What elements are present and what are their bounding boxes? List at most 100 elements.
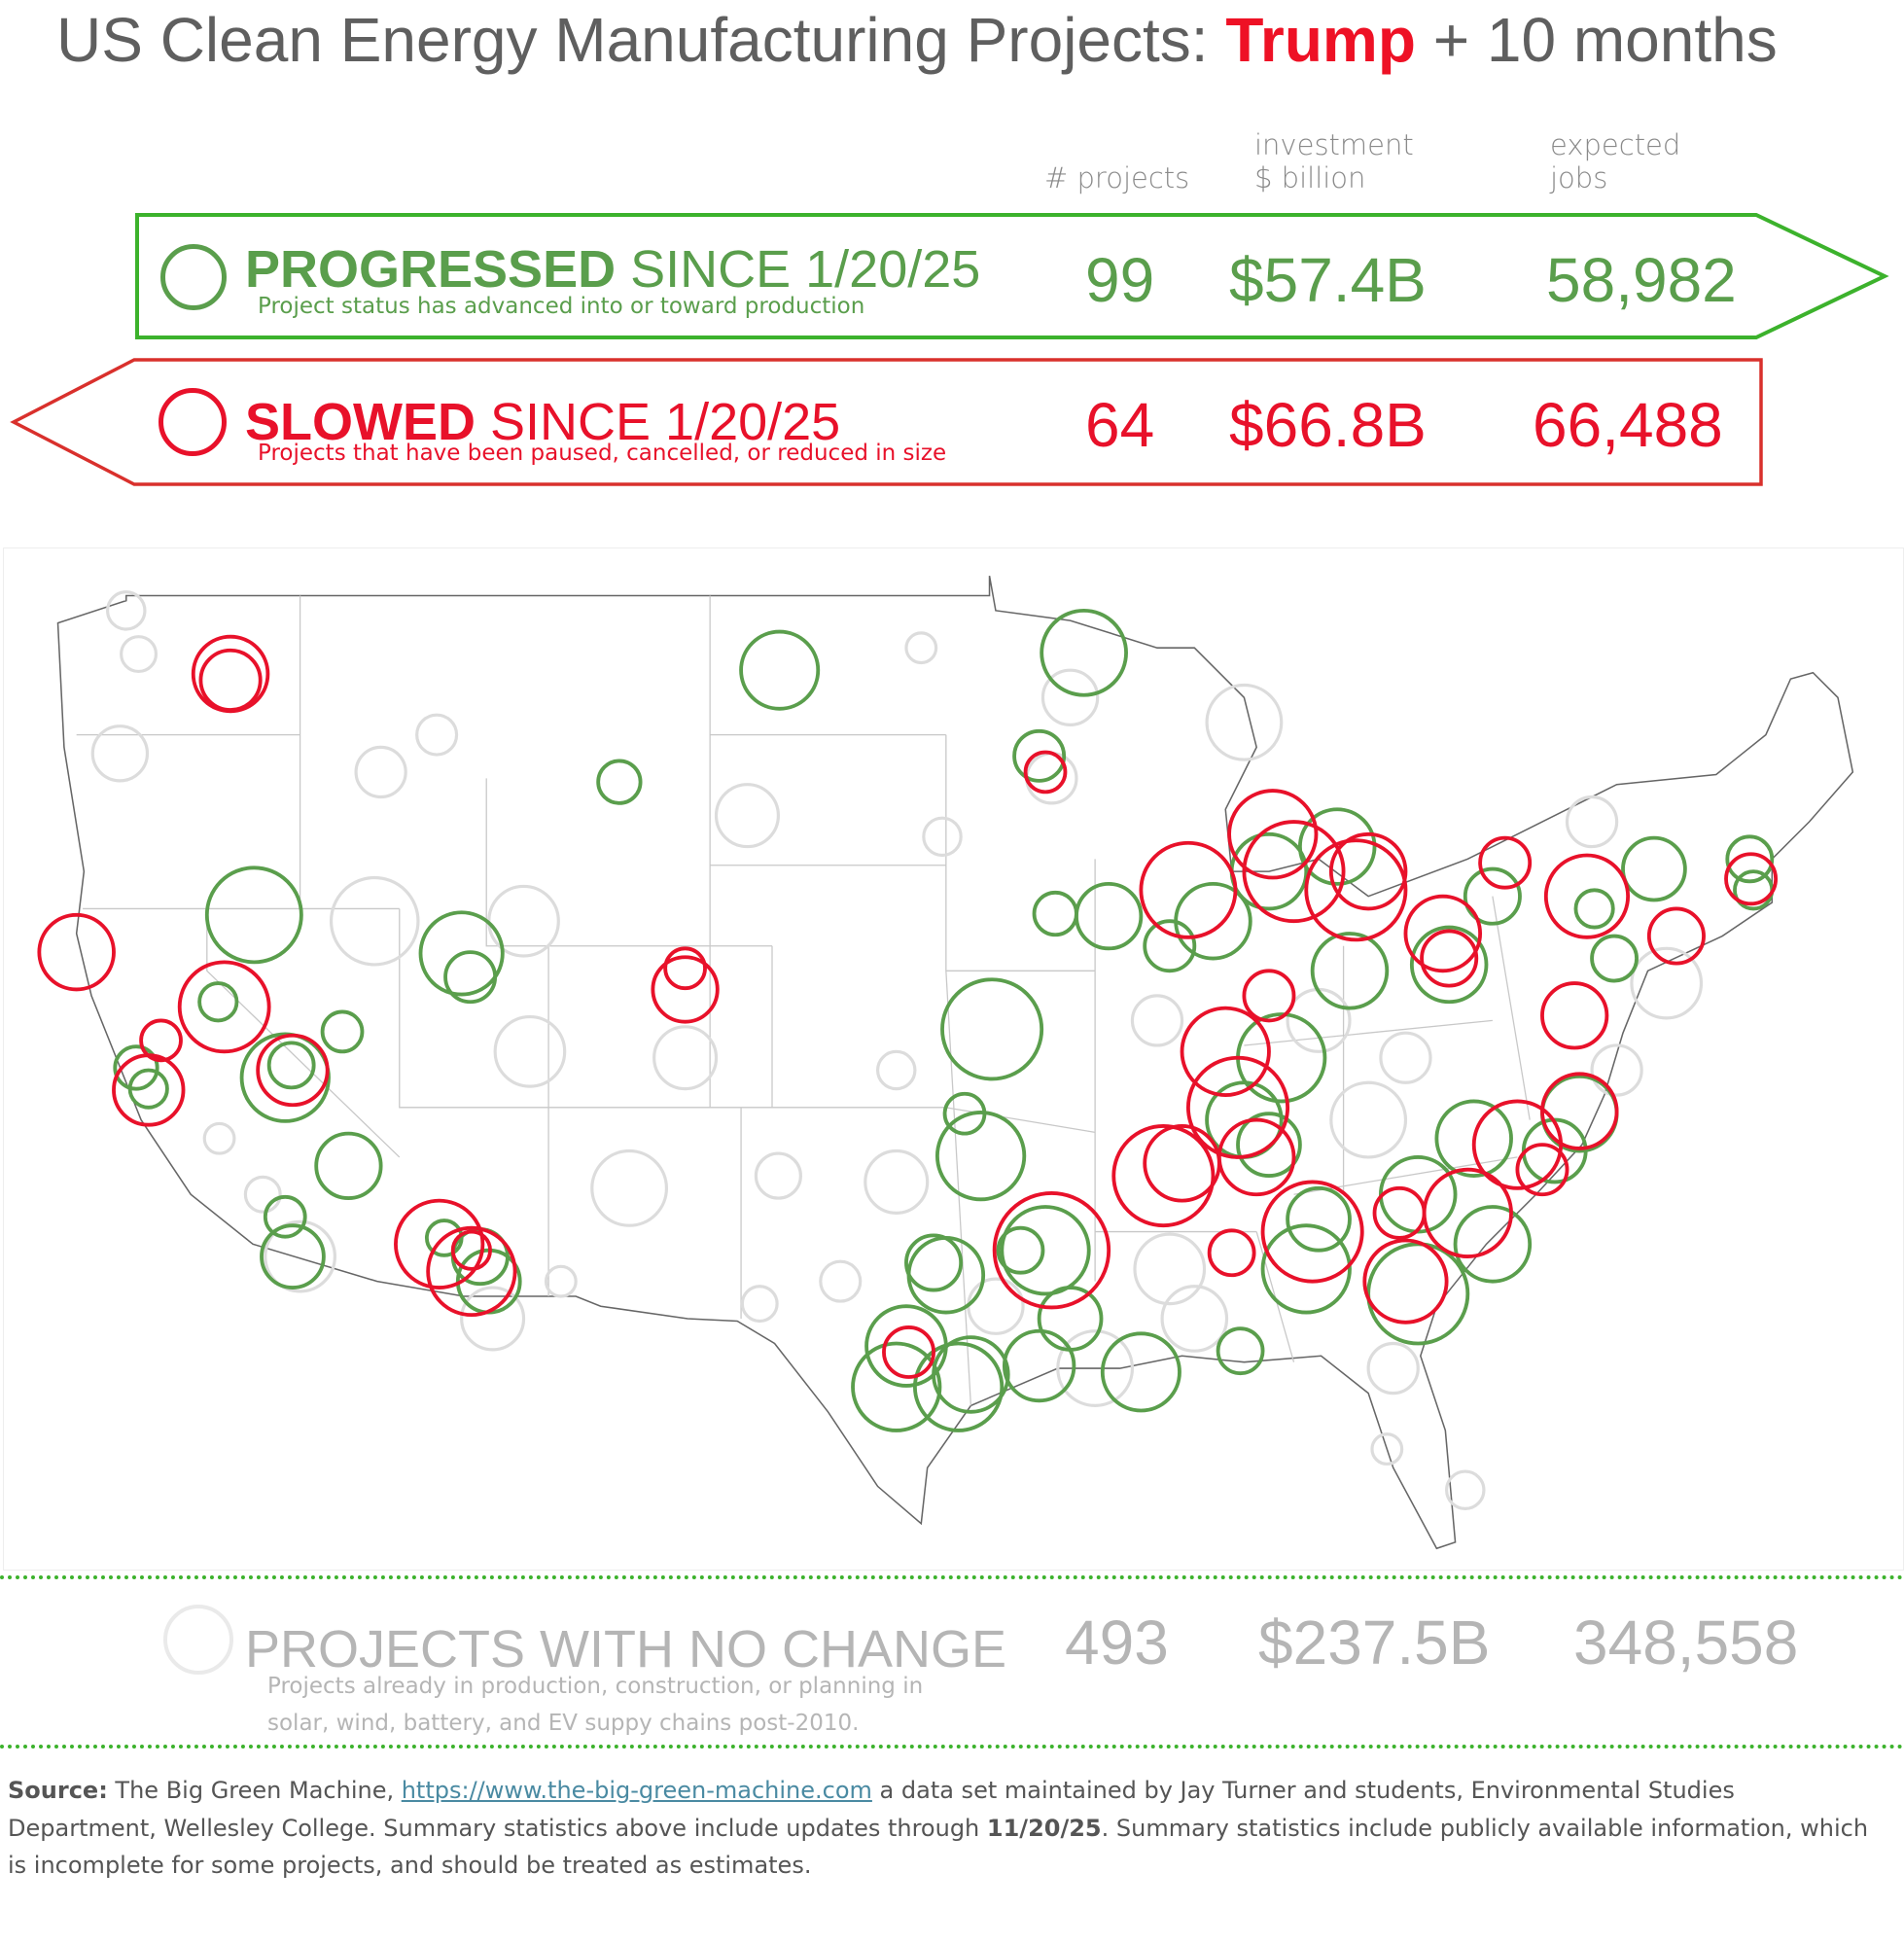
progressed-project-marker — [197, 981, 239, 1023]
progressed-investment: $57.4B — [1229, 245, 1427, 315]
progressed-project-marker — [127, 1068, 169, 1110]
slowed-project-marker — [1328, 831, 1408, 911]
unchanged-project-marker — [106, 590, 147, 631]
unchanged-project-marker — [904, 631, 938, 665]
progressed-project-marker — [1463, 866, 1522, 926]
progressed-project-marker — [1000, 1205, 1091, 1296]
progressed-project-marker — [904, 1233, 964, 1292]
progressed-project-marker — [239, 1032, 331, 1123]
progressed-project-marker — [320, 1009, 365, 1054]
slowed-project-marker — [663, 946, 707, 991]
unchanged-project-marker — [90, 724, 150, 783]
progressed-project-marker — [1434, 1099, 1513, 1178]
progressed-label: PROGRESSED SINCE 1/20/25 — [245, 239, 980, 300]
slowed-project-marker — [1227, 789, 1319, 880]
slowed-label-rest: SINCE 1/20/25 — [476, 393, 841, 451]
progressed-project-marker — [1409, 925, 1489, 1005]
column-header-investment: investment $ billion — [1254, 128, 1414, 194]
title-prefix: US Clean Energy Manufacturing Projects: — [56, 5, 1226, 75]
slowed-project-marker — [1143, 1124, 1221, 1203]
column-header-jobs: expected jobs — [1550, 128, 1680, 194]
unchanged-project-marker — [1160, 1285, 1229, 1353]
progressed-project-marker — [1100, 1331, 1181, 1413]
column-header-jobs-line1: expected — [1550, 128, 1681, 161]
progressed-project-marker — [1590, 934, 1639, 983]
unchanged-project-marker — [202, 1121, 236, 1155]
slowed-project-marker — [112, 1053, 186, 1127]
slowed-project-marker — [394, 1198, 485, 1289]
slowed-project-marker — [139, 1018, 183, 1063]
slowed-project-marker — [1304, 838, 1408, 942]
source-text-2: a data set maintained by Jay Turner and … — [8, 1777, 1735, 1842]
progressed-label-rest: SINCE 1/20/25 — [616, 240, 981, 299]
unchanged-project-marker — [460, 1286, 526, 1352]
no-change-circle-icon — [163, 1605, 233, 1675]
source-label: Source: — [8, 1777, 108, 1804]
slowed-project-marker — [256, 1033, 330, 1108]
slowed-investment: $66.8B — [1229, 390, 1427, 460]
slowed-project-marker — [1478, 835, 1533, 890]
progressed-label-bold: PROGRESSED — [245, 240, 617, 299]
progressed-project-marker — [1002, 1328, 1076, 1403]
progressed-project-marker — [851, 1341, 942, 1432]
divider-top — [0, 1575, 1904, 1579]
slowed-project-marker — [992, 1191, 1111, 1310]
progressed-project-marker — [1453, 1205, 1533, 1284]
progressed-project-marker — [996, 1225, 1045, 1275]
project-circles — [37, 590, 1779, 1511]
unchanged-project-marker — [354, 745, 407, 799]
unchanged-project-marker — [120, 635, 159, 674]
unchanged-project-marker — [652, 1025, 719, 1091]
no-change-jobs: 348,558 — [1573, 1607, 1799, 1678]
progressed-project-marker — [1216, 1326, 1265, 1376]
slowed-project-marker — [1139, 840, 1238, 939]
unchanged-project-marker — [264, 1219, 336, 1293]
source-text-1: The Big Green Machine, — [107, 1777, 402, 1804]
progressed-project-marker — [596, 759, 643, 805]
progressed-project-marker — [1725, 834, 1775, 884]
title-highlight: Trump — [1225, 5, 1416, 75]
progressed-project-marker — [940, 977, 1044, 1081]
unchanged-project-marker — [1630, 946, 1704, 1020]
slowed-project-marker — [450, 1229, 492, 1271]
unchanged-project-marker — [329, 875, 420, 967]
unchanged-project-marker — [544, 1264, 578, 1298]
progressed-project-marker — [1573, 888, 1615, 930]
progressed-project-marker — [1143, 919, 1197, 973]
slowed-project-marker — [1180, 1006, 1271, 1097]
progressed-project-marker — [443, 950, 498, 1005]
unchanged-project-marker — [1366, 1341, 1420, 1395]
progressed-project-marker — [934, 1111, 1027, 1202]
progressed-circle-icon — [160, 244, 227, 310]
progressed-projects: 99 — [1085, 245, 1155, 315]
slowed-project-marker — [426, 1225, 517, 1318]
progressed-project-marker — [266, 1041, 316, 1090]
progressed-project-marker — [1621, 835, 1687, 902]
unchanged-project-marker — [493, 1014, 567, 1088]
progressed-arrow-shape — [135, 213, 1889, 339]
slowed-project-marker — [1242, 969, 1296, 1023]
progressed-project-marker — [204, 866, 303, 965]
slowed-project-marker — [1260, 1180, 1364, 1284]
slowed-label: SLOWED SINCE 1/20/25 — [245, 392, 840, 452]
unchanged-project-marker — [875, 1049, 917, 1091]
progressed-project-marker — [906, 1236, 986, 1315]
unchanged-project-marker — [1056, 1329, 1135, 1407]
page-title: US Clean Energy Manufacturing Projects: … — [56, 4, 1778, 76]
column-header-investment-line1: investment — [1254, 128, 1414, 161]
unchanged-project-marker — [1370, 1432, 1404, 1466]
progressed-project-marker — [418, 910, 505, 997]
title-suffix: + 10 months — [1415, 5, 1778, 75]
divider-bottom — [0, 1745, 1904, 1749]
unchanged-project-marker — [754, 1151, 802, 1200]
no-change-subtitle: Projects already in production, construc… — [267, 1668, 923, 1742]
slowed-project-marker — [198, 648, 263, 712]
source-link[interactable]: https://www.the-big-green-machine.com — [401, 1777, 872, 1804]
slowed-project-marker — [1186, 1055, 1290, 1159]
slowed-project-marker — [1540, 981, 1609, 1050]
unchanged-project-marker — [740, 1285, 779, 1324]
progressed-project-marker — [1236, 1112, 1302, 1178]
slowed-project-marker — [651, 955, 720, 1024]
unchanged-project-marker — [1565, 795, 1619, 849]
unchanged-project-marker — [243, 1175, 282, 1214]
